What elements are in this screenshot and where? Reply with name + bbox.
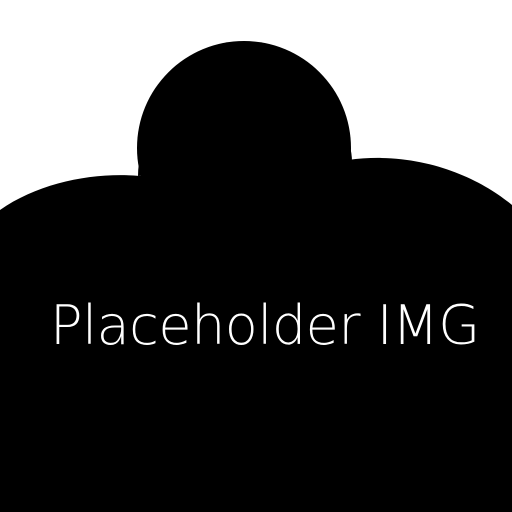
placeholder-caption: Placeholder IMG [50,294,480,357]
